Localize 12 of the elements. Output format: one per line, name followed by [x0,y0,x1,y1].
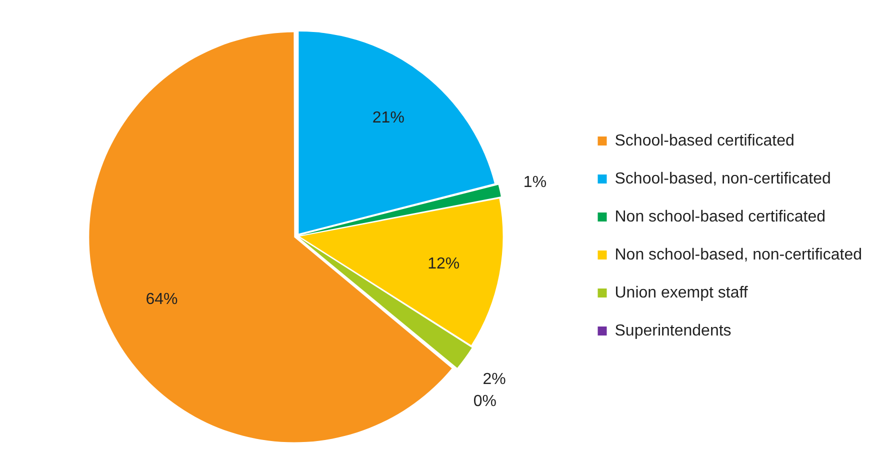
legend-label: Non school-based certificated [614,208,826,226]
legend-label: Non school-based, non-certificated [614,246,862,264]
data-label: 21% [372,109,404,126]
legend-label: School-based certificated [614,132,794,150]
data-label: 12% [428,255,460,272]
legend-label: Superintendents [614,322,732,340]
legend-label: Union exempt staff [614,284,748,302]
legend-label: School-based, non-certificated [614,170,831,188]
data-label: 64% [146,291,178,308]
data-label: 1% [523,174,547,192]
text: 0% [473,392,496,410]
data-label: 2% [482,370,506,388]
